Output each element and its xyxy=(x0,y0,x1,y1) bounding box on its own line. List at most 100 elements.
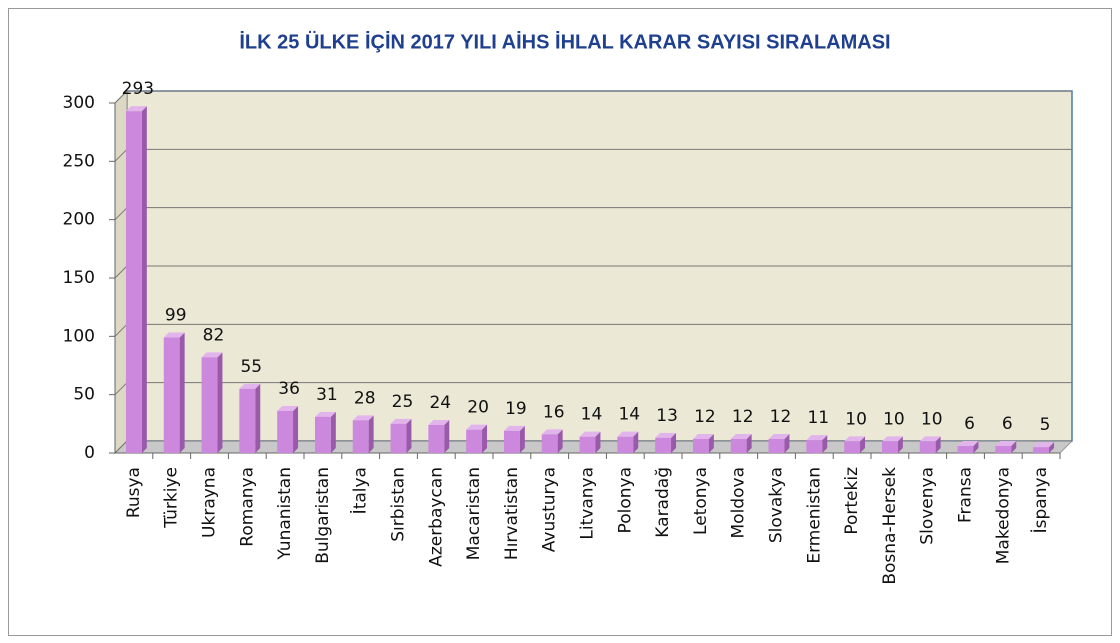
bar-top xyxy=(163,332,185,338)
bar-top xyxy=(919,436,941,442)
bar xyxy=(314,416,331,453)
bar xyxy=(1033,447,1050,453)
grid-line xyxy=(114,207,128,221)
bar-top xyxy=(881,436,903,442)
bar-side xyxy=(368,415,374,453)
x-tick-label: Letonya xyxy=(691,467,711,535)
value-label: 10 xyxy=(921,409,943,429)
x-tick-label: Avusturya xyxy=(540,467,560,552)
bar xyxy=(844,441,861,453)
bar-top xyxy=(125,106,147,112)
bar-side xyxy=(557,429,563,453)
x-tick-label: İtalya xyxy=(350,467,371,514)
bar-side xyxy=(330,411,336,453)
bar-top xyxy=(466,424,488,430)
x-tick-label: Bosna-Hersek xyxy=(880,467,900,585)
value-label: 12 xyxy=(732,407,754,427)
bar-side xyxy=(708,434,714,453)
bar-side xyxy=(1011,441,1017,453)
bar-top xyxy=(239,383,261,389)
bar-side xyxy=(1049,442,1055,453)
bar xyxy=(806,440,823,453)
y-tick-label: 300 xyxy=(63,93,95,113)
bar xyxy=(768,439,785,453)
bar-side xyxy=(671,432,677,453)
x-tick-label: Romanya xyxy=(237,467,257,547)
value-label: 20 xyxy=(467,398,489,418)
x-tick-label: Slovenya xyxy=(918,467,938,545)
bar xyxy=(352,420,369,453)
x-tick-label: Slovakya xyxy=(767,467,787,543)
bar-side xyxy=(633,431,639,453)
chart-title: İLK 25 ÜLKE İÇİN 2017 YILI AİHS İHLAL KA… xyxy=(239,30,890,53)
value-label: 24 xyxy=(429,393,451,413)
bar xyxy=(277,411,294,453)
bar xyxy=(995,446,1012,453)
bar-side xyxy=(217,352,223,453)
value-label: 28 xyxy=(354,388,376,408)
bar-top xyxy=(692,434,714,439)
bar-top xyxy=(1033,442,1055,448)
bar xyxy=(390,423,407,453)
y-tick-label: 200 xyxy=(63,210,95,230)
bar xyxy=(466,429,483,453)
y-tick-label: 50 xyxy=(73,385,95,405)
bar-top xyxy=(352,415,374,421)
bar xyxy=(239,388,256,453)
bar-top xyxy=(844,436,866,442)
bar-top xyxy=(428,420,450,425)
bar-top xyxy=(277,406,299,411)
value-label: 31 xyxy=(316,385,338,405)
value-label: 16 xyxy=(543,402,565,422)
bar-top xyxy=(390,418,412,424)
bar-top xyxy=(806,435,828,441)
value-label: 55 xyxy=(240,357,262,377)
bar-top xyxy=(314,411,336,417)
value-label: 14 xyxy=(618,405,640,425)
bar-side xyxy=(746,434,752,453)
x-tick-label: Macaristan xyxy=(464,467,484,560)
bar-side xyxy=(519,425,525,453)
bar-top xyxy=(995,441,1017,446)
x-tick-label: Türkiye xyxy=(162,467,182,529)
bar-top xyxy=(957,441,979,446)
x-tick-label: Karadağ xyxy=(653,467,673,538)
x-tick-label: Litvanya xyxy=(578,467,598,540)
y-tick-label: 0 xyxy=(84,443,95,463)
value-label: 12 xyxy=(770,407,792,427)
value-label: 25 xyxy=(392,392,414,412)
x-tick-label: Makedonya xyxy=(993,467,1013,564)
bar-top xyxy=(541,429,563,435)
bar-side xyxy=(935,436,941,453)
bar-side xyxy=(444,420,450,453)
value-label: 10 xyxy=(845,409,867,429)
value-label: 6 xyxy=(964,414,975,434)
bar-top xyxy=(201,352,223,358)
bar xyxy=(541,434,558,453)
x-tick-label: Bulgaristan xyxy=(313,467,333,564)
bar-side xyxy=(860,436,866,453)
value-label: 19 xyxy=(505,399,527,419)
bar xyxy=(730,439,747,453)
bar-side xyxy=(595,431,601,453)
grid-line xyxy=(114,148,128,162)
bar-top xyxy=(655,432,677,438)
x-tick-label: Ukrayna xyxy=(200,467,220,538)
grid-line xyxy=(114,382,128,396)
bar xyxy=(579,436,596,453)
grid-line xyxy=(114,440,128,454)
grid-line xyxy=(114,265,128,279)
bar-side xyxy=(141,106,147,454)
x-tick-label: Azerbaycan xyxy=(426,467,446,567)
value-label: 10 xyxy=(883,409,905,429)
bar-side xyxy=(897,436,903,453)
grid-line xyxy=(114,90,128,104)
bar-side xyxy=(822,435,828,453)
bar xyxy=(957,446,974,453)
x-tick-label: Moldova xyxy=(729,467,749,538)
bar-side xyxy=(255,383,261,453)
bar-top xyxy=(503,425,525,431)
x-tick-label: Yunanistan xyxy=(275,467,295,561)
bar-side xyxy=(784,434,790,453)
